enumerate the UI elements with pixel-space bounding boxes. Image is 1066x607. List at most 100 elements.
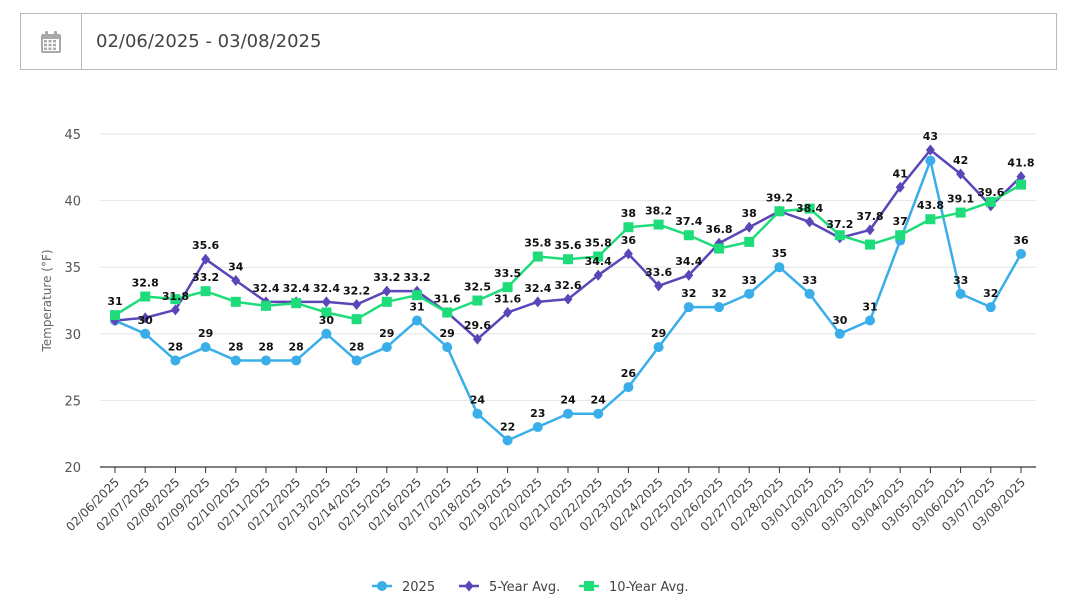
data-point [170,294,181,305]
data-point [201,253,211,265]
data-label: 33.2 [192,271,219,284]
data-point [230,355,241,366]
y-tick-label: 30 [64,328,81,343]
data-label: 31.6 [494,292,521,305]
data-point [623,382,634,393]
data-label: 37 [893,215,908,228]
data-label: 38 [621,207,636,220]
data-point [774,206,785,217]
date-range-value[interactable]: 02/06/2025 - 03/08/2025 [96,31,322,52]
data-point [170,304,180,316]
data-label: 38.2 [645,205,672,218]
data-point [200,342,211,353]
data-label: 35.6 [554,239,581,252]
data-point [110,310,120,321]
data-point [593,269,603,281]
legend-item: 5-Year Avg. [459,580,560,595]
data-point [563,254,573,265]
date-range-picker[interactable]: 02/06/2025 - 03/08/2025 [20,13,1057,70]
data-label: 39.1 [947,193,974,206]
data-label: 32.4 [252,282,279,295]
data-point [321,307,332,318]
data-point [352,298,362,310]
legend-label: 5-Year Avg. [489,580,560,595]
legend-item: 2025 [372,580,435,595]
data-point [1016,171,1026,183]
data-point [834,230,845,241]
data-point [412,315,422,326]
legend-marker [464,580,474,592]
data-label: 33.2 [403,271,430,284]
data-point [502,282,513,293]
legend-label: 10-Year Avg. [609,580,689,595]
data-point [442,307,453,318]
data-point [653,342,664,353]
data-point [321,328,332,339]
data-label: 30 [319,314,335,327]
data-label: 31.6 [434,292,461,305]
y-tick-label: 40 [64,195,81,210]
data-point [804,203,815,214]
data-label: 28 [228,340,243,353]
data-point [472,333,482,345]
data-label: 24 [591,394,607,407]
data-point [895,181,905,193]
data-point [532,251,543,262]
data-label: 36 [621,234,637,247]
data-point [563,293,573,305]
data-label: 35.6 [192,239,219,252]
data-label: 33.2 [373,271,400,284]
data-label: 33.6 [645,266,672,279]
data-label: 36.8 [705,223,732,236]
data-label: 24 [560,394,576,407]
legend-label: 2025 [402,580,435,595]
data-label: 43 [923,130,938,143]
data-label: 31 [107,295,122,308]
data-point [956,168,966,180]
data-point [1016,179,1026,190]
data-label: 34.4 [675,255,702,268]
data-point [351,355,362,366]
data-point [533,296,543,308]
data-point [653,219,664,230]
y-axis-title: Temperature (°F) [40,249,54,352]
legend-marker [377,581,387,591]
data-point [865,315,875,326]
data-label: 28 [289,340,304,353]
data-label: 41 [893,167,908,180]
data-label: 29 [379,327,394,340]
data-point [321,296,331,308]
data-point [925,214,936,225]
data-label: 35.8 [524,237,551,250]
data-label: 32 [711,287,726,300]
data-label: 36 [1013,234,1029,247]
data-label: 35 [772,247,787,260]
data-point [925,144,935,156]
y-tick-label: 20 [64,461,81,476]
data-label: 39.6 [977,186,1004,199]
data-label: 43.8 [917,199,944,212]
data-point [291,355,302,366]
data-label: 30 [832,314,848,327]
data-label: 32.5 [464,281,491,294]
data-label: 37.8 [856,210,883,223]
data-point [170,355,181,366]
data-point [1016,248,1026,259]
calendar-icon[interactable] [21,14,82,69]
data-label: 31 [862,300,877,313]
data-point [261,300,271,311]
data-point [351,314,362,325]
data-label: 38.4 [796,202,823,215]
data-label: 32 [681,287,696,300]
data-point [714,243,724,254]
legend-item: 10-Year Avg. [579,580,689,595]
data-point [382,285,392,297]
data-label: 31 [409,300,424,313]
data-label: 28 [258,340,273,353]
data-point [654,280,664,292]
data-label: 38 [742,207,757,220]
data-point [472,295,483,306]
data-label: 32.6 [554,279,581,292]
data-label: 42 [953,154,968,167]
data-point [140,312,150,324]
